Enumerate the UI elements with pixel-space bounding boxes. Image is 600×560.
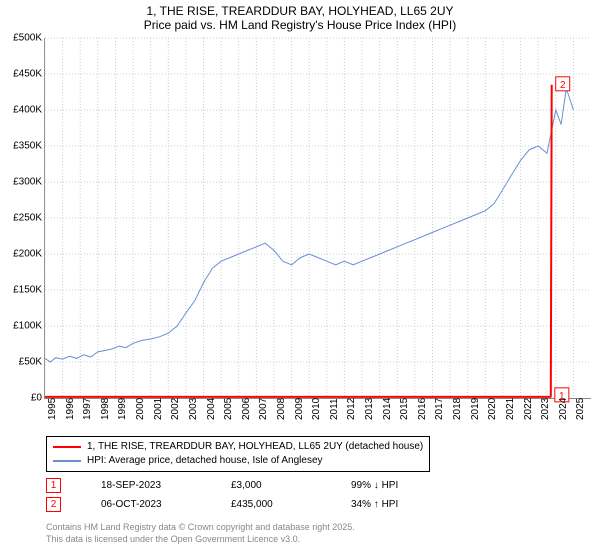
x-axis-tick: 2023: [540, 398, 551, 420]
x-axis-tick: 2003: [188, 398, 199, 420]
y-axis-tick: £350K: [2, 141, 42, 152]
y-axis-tick: £500K: [2, 33, 42, 44]
x-axis-tick: 2022: [523, 398, 534, 420]
legend-row-2: HPI: Average price, detached house, Isle…: [53, 454, 423, 468]
x-axis-tick: 2020: [487, 398, 498, 420]
x-axis-tick: 1996: [65, 398, 76, 420]
sale-date: 06-OCT-2023: [101, 499, 191, 510]
x-axis-tick: 2013: [364, 398, 375, 420]
footer-line-2: This data is licensed under the Open Gov…: [46, 534, 355, 546]
x-axis-tick: 2010: [311, 398, 322, 420]
legend-swatch-price: [53, 446, 81, 448]
y-axis-tick: £100K: [2, 321, 42, 332]
x-axis-tick: 2012: [346, 398, 357, 420]
x-axis-tick: 2025: [575, 398, 586, 420]
x-axis-tick: 2004: [206, 398, 217, 420]
y-axis-tick: £50K: [2, 357, 42, 368]
x-axis-tick: 2000: [135, 398, 146, 420]
x-axis-tick: 2015: [399, 398, 410, 420]
legend-label-hpi: HPI: Average price, detached house, Isle…: [87, 454, 323, 468]
svg-text:2: 2: [560, 80, 566, 91]
x-axis-tick: 1999: [117, 398, 128, 420]
legend-label-price: 1, THE RISE, TREARDDUR BAY, HOLYHEAD, LL…: [87, 440, 423, 454]
marker-badge: 2: [46, 497, 61, 512]
legend-swatch-hpi: [53, 460, 81, 462]
y-axis-tick: £300K: [2, 177, 42, 188]
y-axis-tick: £250K: [2, 213, 42, 224]
legend: 1, THE RISE, TREARDDUR BAY, HOLYHEAD, LL…: [46, 436, 430, 472]
x-axis-tick: 2019: [470, 398, 481, 420]
x-axis-tick: 2011: [329, 398, 340, 420]
x-axis-tick: 2021: [505, 398, 516, 420]
x-axis-tick: 2008: [276, 398, 287, 420]
y-axis-tick: £0: [2, 393, 42, 404]
y-axis-tick: £150K: [2, 285, 42, 296]
x-axis-tick: 2001: [153, 398, 164, 420]
plot-area: 12: [44, 38, 591, 399]
y-axis-tick: £400K: [2, 105, 42, 116]
x-axis-tick: 2018: [452, 398, 463, 420]
x-axis-tick: 2009: [294, 398, 305, 420]
x-axis-tick: 2016: [417, 398, 428, 420]
table-row: 1 18-SEP-2023 £3,000 99% ↓ HPI: [46, 478, 398, 493]
footer-line-1: Contains HM Land Registry data © Crown c…: [46, 522, 355, 534]
sales-table: 1 18-SEP-2023 £3,000 99% ↓ HPI 2 06-OCT-…: [46, 478, 398, 516]
chart-title: 1, THE RISE, TREARDDUR BAY, HOLYHEAD, LL…: [0, 0, 600, 32]
x-axis-tick: 1995: [47, 398, 58, 420]
y-axis-tick: £450K: [2, 69, 42, 80]
sale-pct: 34% ↑ HPI: [351, 499, 398, 510]
footer: Contains HM Land Registry data © Crown c…: [46, 522, 355, 545]
table-row: 2 06-OCT-2023 £435,000 34% ↑ HPI: [46, 497, 398, 512]
sale-pct: 99% ↓ HPI: [351, 480, 398, 491]
legend-row-1: 1, THE RISE, TREARDDUR BAY, HOLYHEAD, LL…: [53, 440, 423, 454]
y-axis-tick: £200K: [2, 249, 42, 260]
sale-date: 18-SEP-2023: [101, 480, 191, 491]
title-line-2: Price paid vs. HM Land Registry's House …: [0, 18, 600, 32]
marker-badge: 1: [46, 478, 61, 493]
chart-container: 1, THE RISE, TREARDDUR BAY, HOLYHEAD, LL…: [0, 0, 600, 560]
price-marker: 2: [556, 77, 570, 91]
x-axis-tick: 1998: [100, 398, 111, 420]
plot-svg: 12: [45, 38, 591, 398]
x-axis-tick: 2024: [558, 398, 569, 420]
x-axis-tick: 2005: [223, 398, 234, 420]
x-axis-tick: 2007: [258, 398, 269, 420]
x-axis-tick: 2002: [170, 398, 181, 420]
x-axis-tick: 1997: [82, 398, 93, 420]
title-line-1: 1, THE RISE, TREARDDUR BAY, HOLYHEAD, LL…: [0, 4, 600, 18]
x-axis-tick: 2017: [434, 398, 445, 420]
sale-price: £435,000: [231, 499, 311, 510]
x-axis-tick: 2014: [382, 398, 393, 420]
x-axis-tick: 2006: [241, 398, 252, 420]
sale-price: £3,000: [231, 480, 311, 491]
